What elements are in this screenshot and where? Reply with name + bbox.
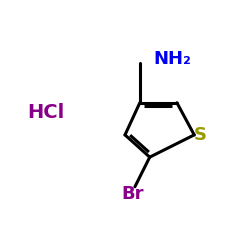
Text: NH₂: NH₂ bbox=[154, 50, 191, 68]
Text: Br: Br bbox=[121, 185, 144, 203]
Text: S: S bbox=[194, 126, 207, 144]
Text: HCl: HCl bbox=[27, 103, 64, 122]
